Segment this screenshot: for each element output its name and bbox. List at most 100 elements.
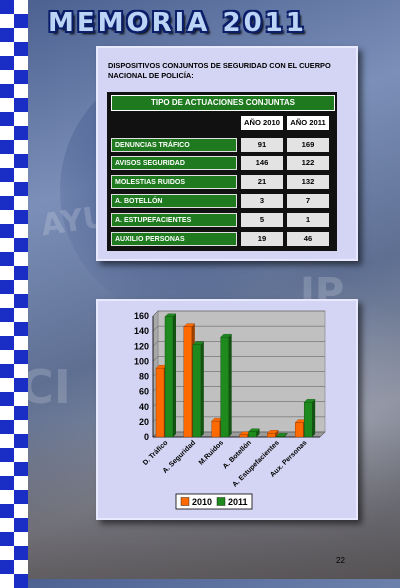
checker-square xyxy=(14,336,28,350)
y-tick-label: 120 xyxy=(134,341,149,351)
legend-swatch-2010 xyxy=(180,497,190,506)
checker-square xyxy=(14,168,28,182)
checker-square xyxy=(0,126,14,140)
bar-side-2010 xyxy=(275,430,279,437)
bar-side-2011 xyxy=(173,313,176,437)
bar-2011 xyxy=(164,316,174,438)
checker-square xyxy=(14,392,28,406)
checker-square xyxy=(14,518,28,532)
checker-square xyxy=(14,224,28,238)
checker-square xyxy=(0,476,14,490)
checker-square xyxy=(0,294,14,308)
checker-square xyxy=(0,434,14,448)
bar-2010 xyxy=(155,367,165,438)
chart-panel: 0 20 40 60 80 100 120 140 160 D. Tráfico A. Seguri… xyxy=(96,299,358,520)
bar-2010 xyxy=(267,433,276,438)
bar-side-2011 xyxy=(312,399,316,437)
table-row-label: DENUNCIAS TRÁFICO xyxy=(111,138,237,152)
bar-side-2011 xyxy=(228,334,232,437)
checker-square xyxy=(14,504,28,518)
checker-square xyxy=(14,98,28,112)
checker-square xyxy=(14,42,28,56)
column-header-2010: AÑO 2010 xyxy=(241,116,283,130)
checker-square xyxy=(14,364,28,378)
gridline xyxy=(152,310,325,317)
checker-square xyxy=(0,154,14,168)
checker-square xyxy=(0,210,14,224)
table-subtitle: DISPOSITIVOS CONJUNTOS DE SEGURIDAD CON … xyxy=(108,61,331,80)
checker-square xyxy=(0,490,14,504)
checker-square xyxy=(14,84,28,98)
table-title: TIPO DE ACTUACIONES CONJUNTAS xyxy=(111,95,335,111)
actions-table: TIPO DE ACTUACIONES CONJUNTAS AÑO 2010 A… xyxy=(107,92,337,251)
checker-square xyxy=(0,224,14,238)
checker-square xyxy=(14,434,28,448)
bar-2011 xyxy=(248,431,257,438)
checker-square xyxy=(0,406,14,420)
table-cell-2011: 7 xyxy=(287,194,329,208)
table-cell-2011: 1 xyxy=(287,213,329,227)
checker-square xyxy=(0,420,14,434)
bar-2010 xyxy=(239,434,248,438)
checker-square xyxy=(14,182,28,196)
checker-square xyxy=(14,420,28,434)
checker-square xyxy=(0,98,14,112)
checker-square xyxy=(0,196,14,210)
y-tick-label: 160 xyxy=(134,311,149,321)
checker-square xyxy=(0,252,14,266)
x-tick-label: M.Ruidos xyxy=(198,439,225,466)
table-cell-2010: 146 xyxy=(241,156,283,170)
legend-label: 2010 xyxy=(192,497,212,507)
table-cell-2010: 5 xyxy=(241,213,283,227)
checker-square xyxy=(0,546,14,560)
checker-square xyxy=(14,350,28,364)
checker-square xyxy=(14,322,28,336)
checker-square xyxy=(14,28,28,42)
checker-square xyxy=(14,14,28,28)
checker-square xyxy=(0,28,14,42)
checker-square xyxy=(14,210,28,224)
checker-square xyxy=(14,308,28,322)
checker-square xyxy=(14,140,28,154)
table-row-label: MOLESTIAS RUIDOS xyxy=(111,175,237,189)
checker-square xyxy=(0,140,14,154)
table-row-label: A. BOTELLÓN xyxy=(111,194,237,208)
x-tick-label: A. Estupefacientes xyxy=(232,439,281,488)
page-title: MEMORIA 2011 xyxy=(48,8,307,38)
checker-square xyxy=(0,532,14,546)
checker-square xyxy=(0,280,14,294)
checker-square xyxy=(14,574,28,588)
bar-side-2011 xyxy=(200,341,204,437)
checker-square xyxy=(0,70,14,84)
checker-square xyxy=(14,378,28,392)
checker-square xyxy=(14,266,28,280)
checker-square xyxy=(0,574,14,588)
checker-square xyxy=(14,0,28,14)
checker-square xyxy=(0,168,14,182)
table-panel: DISPOSITIVOS CONJUNTOS DE SEGURIDAD CON … xyxy=(96,46,358,261)
checker-square xyxy=(14,196,28,210)
checker-square xyxy=(14,532,28,546)
checker-square xyxy=(0,364,14,378)
gridline xyxy=(152,341,325,347)
checker-square xyxy=(0,504,14,518)
checker-square xyxy=(14,490,28,504)
checker-square xyxy=(0,462,14,476)
table-cell-2011: 122 xyxy=(287,156,329,170)
table-cell-2010: 21 xyxy=(241,175,283,189)
checker-square xyxy=(14,154,28,168)
checker-square xyxy=(0,448,14,462)
table-cell-2011: 46 xyxy=(287,232,329,246)
checker-square xyxy=(0,112,14,126)
checker-square xyxy=(0,14,14,28)
y-tick-label: 20 xyxy=(139,417,149,427)
bar-2011 xyxy=(192,344,202,438)
table-cell-2010: 3 xyxy=(241,194,283,208)
bar-2010 xyxy=(183,326,193,438)
table-cell-2011: 169 xyxy=(287,138,329,152)
checker-square xyxy=(14,546,28,560)
y-tick-label: 40 xyxy=(139,402,149,412)
background-wall-lettering: CI xyxy=(20,360,71,414)
checker-square xyxy=(0,56,14,70)
